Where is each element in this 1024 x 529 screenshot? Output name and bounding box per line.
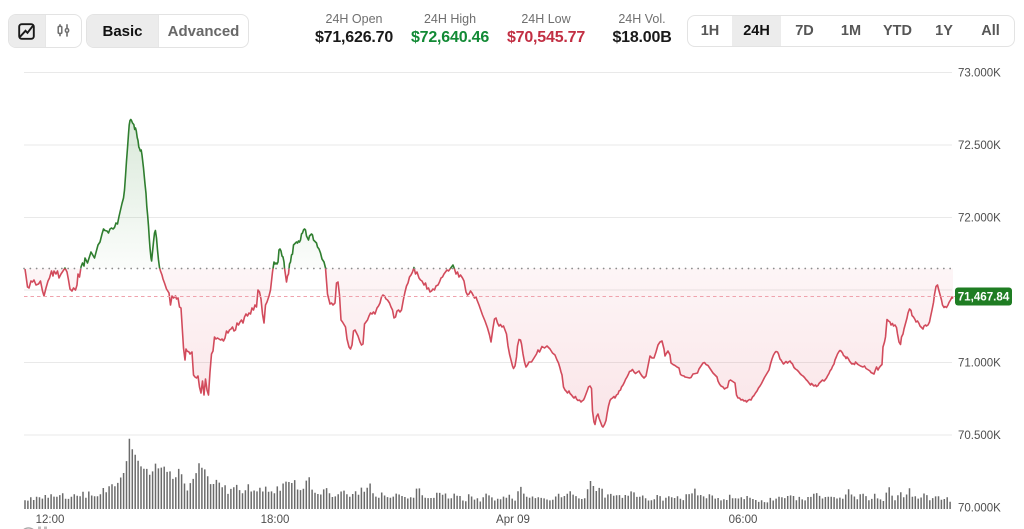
svg-text:73.000K: 73.000K bbox=[958, 68, 1001, 80]
svg-text:70.000K: 70.000K bbox=[958, 503, 1001, 515]
svg-text:70.500K: 70.500K bbox=[958, 430, 1001, 442]
svg-text:72.500K: 72.500K bbox=[958, 140, 1001, 152]
svg-text:71,467.84: 71,467.84 bbox=[958, 291, 1010, 304]
svg-text:06:00: 06:00 bbox=[729, 514, 758, 526]
svg-text:71.000K: 71.000K bbox=[958, 358, 1001, 370]
svg-text:18:00: 18:00 bbox=[261, 514, 290, 526]
svg-text:Apr 09: Apr 09 bbox=[496, 514, 530, 526]
svg-text:12:00: 12:00 bbox=[36, 514, 65, 526]
svg-text:72.000K: 72.000K bbox=[958, 213, 1001, 225]
